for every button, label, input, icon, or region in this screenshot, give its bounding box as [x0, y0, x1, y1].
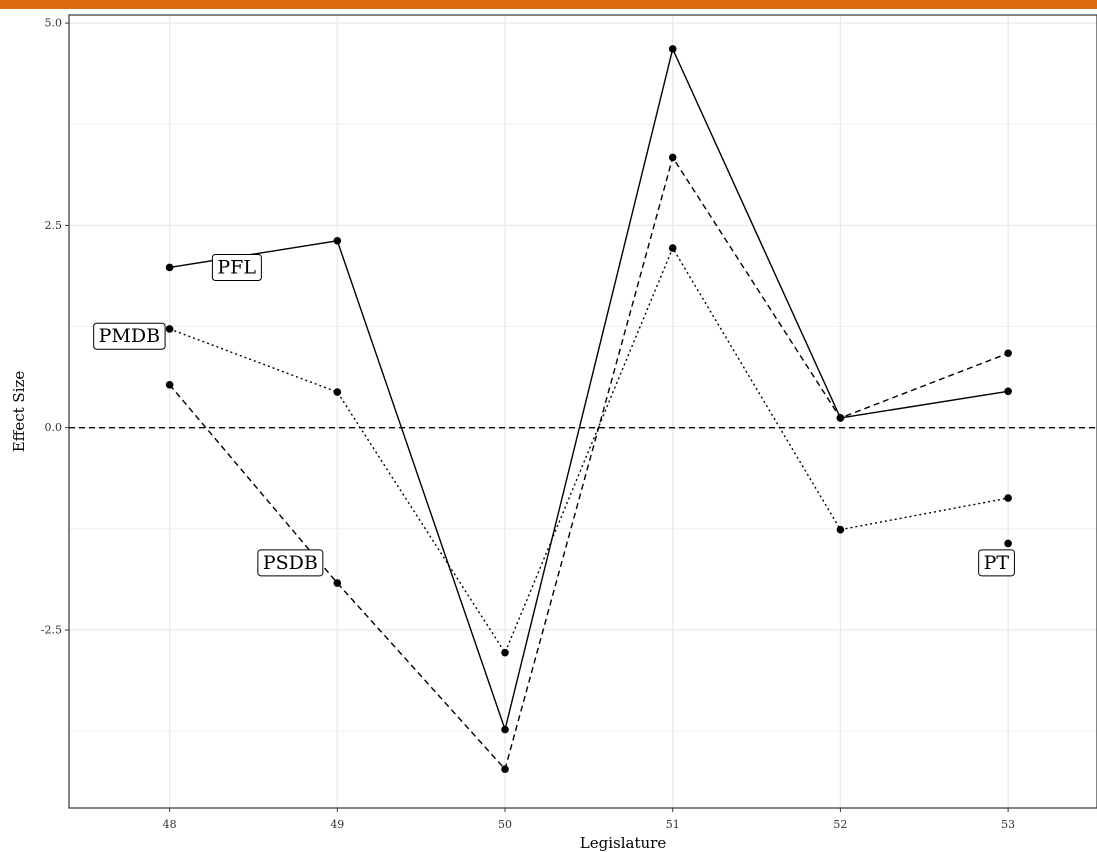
- data-point-psdb: [165, 380, 174, 389]
- label-pmdb: PMDB: [93, 322, 166, 350]
- x-tick-label: 52: [833, 818, 847, 831]
- party-labels: PFL PMDB PSDB PT: [93, 253, 1015, 577]
- data-point-psdb: [501, 765, 509, 773]
- data-points: [165, 45, 1012, 773]
- data-point-pfl: [165, 263, 174, 272]
- x-tick-label: 51: [666, 818, 680, 831]
- data-point-pmdb: [1004, 494, 1012, 502]
- data-point-pfl: [1004, 387, 1012, 396]
- y-tick-label: 2.5: [45, 219, 63, 232]
- label-box: [93, 322, 166, 350]
- data-point-pfl: [668, 45, 677, 53]
- label-box: [978, 549, 1015, 577]
- x-tick-label: 48: [163, 818, 177, 831]
- x-tick-label: 49: [330, 818, 344, 831]
- data-point-pmdb: [668, 244, 677, 252]
- data-point-pmdb: [501, 648, 509, 657]
- x-axis-title: Legislature: [580, 834, 667, 852]
- label-psdb: PSDB: [257, 549, 324, 577]
- panel-border: [68, 14, 1097, 809]
- label-text: PFL: [217, 256, 256, 278]
- x-tick-label: 50: [498, 818, 512, 831]
- data-point-pmdb: [333, 388, 342, 396]
- data-point-psdb: [333, 579, 342, 587]
- series-line-pmdb: [169, 246, 1009, 655]
- data-point-pmdb: [165, 325, 174, 333]
- x-tick-label: 53: [1001, 818, 1015, 831]
- label-pfl: PFL: [211, 253, 262, 281]
- y-tick-label: -2.5: [41, 623, 62, 636]
- axes: 5.0 2.5 0.0 -2.5 48 49 50 51 52 53: [41, 14, 1097, 831]
- label-text: PT: [984, 552, 1010, 574]
- data-point-psdb: [668, 153, 677, 162]
- label-text: PMDB: [99, 325, 160, 347]
- data-point-pt: [1004, 539, 1012, 548]
- y-tick-label: 0.0: [45, 421, 63, 434]
- top-accent-bar: [0, 0, 1097, 9]
- data-point-psdb: [836, 414, 845, 422]
- data-point-pfl: [333, 236, 342, 245]
- y-tick-label: 5.0: [45, 17, 63, 30]
- label-text: PSDB: [263, 552, 318, 574]
- data-point-pfl: [501, 725, 509, 734]
- label-pt: PT: [978, 549, 1015, 577]
- data-point-pmdb: [836, 525, 845, 534]
- label-box: [257, 549, 324, 577]
- series-line-pfl: [169, 46, 1009, 732]
- label-box: [211, 253, 262, 281]
- series-lines: [169, 46, 1009, 771]
- y-axis-title: Effect Size: [10, 371, 28, 453]
- data-point-psdb: [1004, 349, 1012, 358]
- gridlines: [69, 15, 1097, 808]
- series-line-psdb: [169, 155, 1009, 771]
